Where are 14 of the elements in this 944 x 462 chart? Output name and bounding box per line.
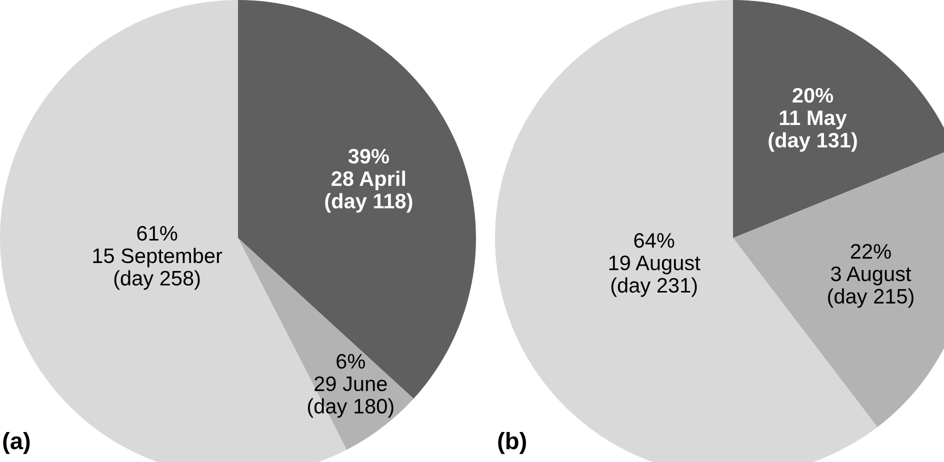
text: (b): [498, 432, 526, 454]
data-label: 61%: [137, 226, 178, 241]
data-label: 39%: [348, 148, 389, 164]
slice-label: 19 August (day 231): [609, 256, 700, 297]
slice-label: 29 June (day 180): [308, 376, 394, 418]
slice-label: 15 September (day 258): [93, 248, 222, 290]
data-label: 6%: [336, 354, 365, 369]
data-label: 20%: [792, 88, 834, 103]
slice-label: 28 April (day 118): [325, 170, 412, 213]
slice-label: 3 August (day 215): [828, 266, 914, 308]
slice-label: 11 May (day 131): [768, 110, 857, 152]
data-label: 64%: [634, 233, 674, 248]
data-label: 22%: [850, 244, 891, 259]
text: (a): [3, 432, 30, 454]
